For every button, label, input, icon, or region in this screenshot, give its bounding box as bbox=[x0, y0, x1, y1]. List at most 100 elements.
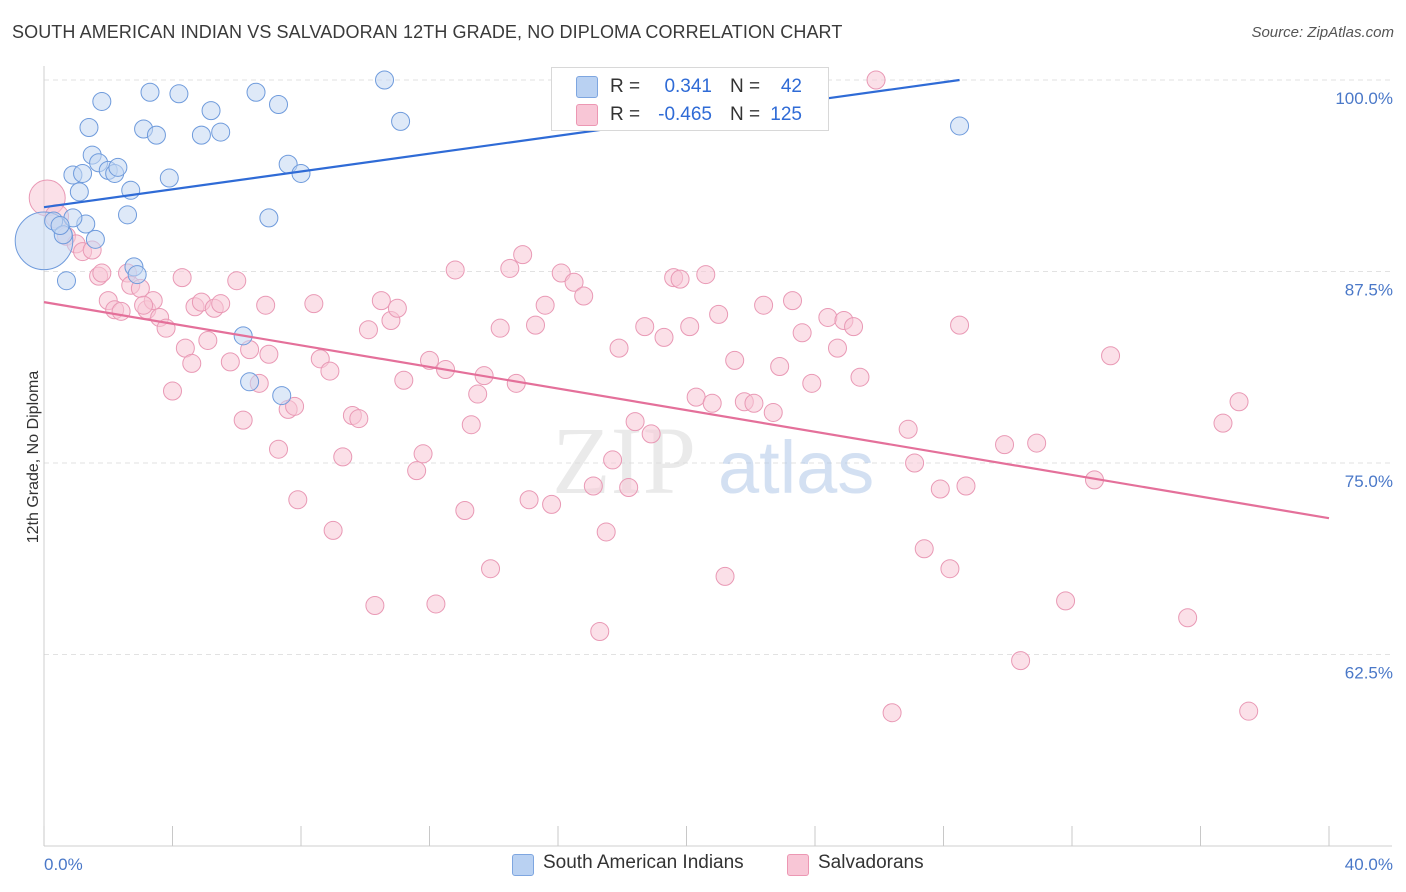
salvadoran-point bbox=[269, 439, 289, 459]
salvadoran-point bbox=[1011, 651, 1031, 671]
y-tick-labels: 62.5% 75.0% 87.5% 100.0% bbox=[1335, 89, 1393, 683]
salvadoran-point bbox=[583, 476, 603, 496]
salvadoran-point bbox=[783, 291, 803, 311]
salvadoran-point bbox=[914, 539, 934, 559]
x-tick-labels: 0.0% 40.0% bbox=[44, 855, 1393, 874]
legend-r-value: -0.465 bbox=[658, 104, 712, 125]
south-american-indian-point bbox=[201, 101, 221, 121]
salvadoran-point bbox=[1101, 346, 1121, 366]
salvadoran-point bbox=[233, 410, 253, 430]
south-american-indian-point bbox=[92, 91, 112, 111]
legend-row-salvadorans: R = -0.465 N = 125 bbox=[552, 100, 828, 128]
south-american-indian-point bbox=[246, 82, 266, 102]
salvadoran-point bbox=[513, 245, 533, 265]
x-tick-label: 0.0% bbox=[44, 855, 83, 874]
salvadoran-point bbox=[882, 703, 902, 723]
chart-source: Source: ZipAtlas.com bbox=[1251, 24, 1394, 41]
legend-n-value: 125 bbox=[770, 104, 802, 125]
south-american-indian-point bbox=[169, 84, 189, 104]
salvadoran-point bbox=[702, 393, 722, 413]
salvadoran-point bbox=[950, 315, 970, 335]
y-tick-label: 62.5% bbox=[1345, 664, 1393, 683]
legend-r-label: R = bbox=[610, 104, 641, 125]
salvadoran-point bbox=[304, 294, 324, 314]
salvadoran-point bbox=[802, 373, 822, 393]
chart-title: SOUTH AMERICAN INDIAN VS SALVADORAN 12TH… bbox=[12, 22, 843, 42]
salvadoran-point bbox=[635, 317, 655, 337]
salvadoran-point bbox=[198, 330, 218, 350]
x-tick-label: 40.0% bbox=[1345, 855, 1393, 874]
bottom-legend-label: Salvadorans bbox=[818, 852, 924, 873]
salvadoran-point bbox=[445, 260, 465, 280]
salvadoran-point bbox=[956, 476, 976, 496]
legend-swatch-blue bbox=[576, 76, 598, 98]
south-american-indian-point bbox=[146, 125, 166, 145]
salvadoran-point bbox=[844, 317, 864, 337]
salvadoran-point bbox=[818, 307, 838, 327]
salvadoran-point bbox=[725, 350, 745, 370]
salvadoran-point bbox=[526, 315, 546, 335]
salvadoran-point bbox=[850, 367, 870, 387]
south-american-indian-point bbox=[108, 157, 128, 177]
watermark-atlas: atlas bbox=[718, 426, 874, 509]
bottom-legend-swatch-blue bbox=[512, 854, 534, 876]
salvadoran-point bbox=[490, 318, 510, 338]
salvadoran-point bbox=[603, 450, 623, 470]
south-american-indian-point bbox=[69, 182, 89, 202]
south-american-indian-point bbox=[73, 163, 93, 183]
salvadoran-point bbox=[641, 424, 661, 444]
salvadoran-point bbox=[574, 286, 594, 306]
legend-n-label: N = bbox=[730, 104, 761, 125]
stats-legend: R = 0.341 N = 42 R = -0.465 N = 125 bbox=[551, 67, 829, 131]
y-axis-title: 12th Grade, No Diploma bbox=[25, 371, 42, 544]
south-american-indian-point bbox=[56, 271, 76, 291]
salvadoran-point bbox=[590, 622, 610, 642]
legend-r-value: 0.341 bbox=[664, 76, 712, 97]
salvadoran-point bbox=[625, 412, 645, 432]
legend-swatch-pink bbox=[576, 104, 598, 126]
salvadoran-point bbox=[333, 447, 353, 467]
salvadoran-point bbox=[619, 478, 639, 498]
salvadoran-point bbox=[387, 298, 407, 318]
south-american-indian-point bbox=[211, 122, 231, 142]
legend-r-label: R = bbox=[610, 76, 641, 97]
salvadoran-point bbox=[715, 566, 735, 586]
salvadoran-point bbox=[285, 396, 305, 416]
south-american-indian-point bbox=[127, 265, 147, 285]
salvadoran-point bbox=[481, 559, 501, 579]
salvadoran-point bbox=[323, 520, 343, 540]
salvadoran-point bbox=[609, 338, 629, 358]
salvadoran-point bbox=[365, 595, 385, 615]
salvadoran-point bbox=[535, 295, 555, 315]
south-american-indian-point bbox=[291, 163, 311, 183]
salvadoran-point bbox=[500, 258, 520, 278]
south-american-indian-point bbox=[191, 125, 211, 145]
south-american-indian-point bbox=[240, 372, 260, 392]
salvadorans-points bbox=[28, 70, 1259, 723]
south-american-indian-point bbox=[140, 82, 160, 102]
south-american-indian-point bbox=[79, 117, 99, 137]
salvadoran-point bbox=[134, 295, 154, 315]
salvadoran-point bbox=[686, 387, 706, 407]
salvadoran-point bbox=[220, 352, 240, 372]
salvadoran-point bbox=[763, 402, 783, 422]
salvadoran-point bbox=[358, 320, 378, 340]
bottom-legend-label: South American Indians bbox=[543, 852, 744, 873]
salvadoran-point bbox=[461, 415, 481, 435]
salvadoran-point bbox=[420, 350, 439, 370]
salvadoran-point bbox=[259, 344, 279, 364]
salvadoran-point bbox=[163, 381, 182, 401]
legend-n-label: N = bbox=[730, 76, 761, 97]
south-american-indian-point bbox=[375, 70, 395, 90]
salvadoran-point bbox=[770, 356, 790, 376]
salvadoran-point bbox=[182, 353, 202, 373]
y-tick-label: 87.5% bbox=[1345, 281, 1393, 300]
salvadoran-point bbox=[709, 304, 729, 324]
y-tick-label: 100.0% bbox=[1335, 89, 1393, 108]
salvadoran-point bbox=[1056, 591, 1076, 611]
legend-row-south-american-indians: R = 0.341 N = 42 bbox=[552, 72, 828, 100]
salvadoran-point bbox=[256, 295, 276, 315]
salvadoran-point bbox=[1213, 413, 1233, 433]
salvadoran-point bbox=[940, 559, 960, 579]
